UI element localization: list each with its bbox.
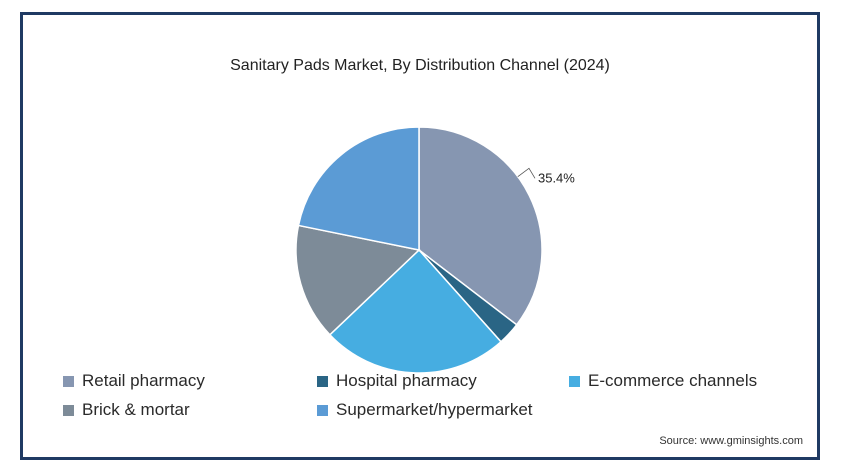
pie-chart: 35.4% <box>295 126 575 374</box>
legend-item-hospital-pharmacy: Hospital pharmacy <box>317 371 477 391</box>
legend-item-supermarket-hypermarket: Supermarket/hypermarket <box>317 400 533 420</box>
legend-swatch-retail-pharmacy <box>63 375 74 387</box>
legend-swatch-brick-mortar <box>63 404 74 416</box>
legend-item-e-commerce-channels: E-commerce channels <box>569 371 757 391</box>
legend-label-brick-mortar: Brick & mortar <box>82 400 190 419</box>
pie-slice-e-commerce-channels <box>328 248 502 374</box>
pie-slice-supermarket-hypermarket <box>297 126 420 251</box>
legend-label-hospital-pharmacy: Hospital pharmacy <box>336 371 477 390</box>
chart-frame: Sanitary Pads Market, By Distribution Ch… <box>20 12 820 460</box>
source-note: Source: www.gminsights.com <box>659 435 803 447</box>
pie-slice-brick-mortar <box>295 224 421 336</box>
legend-label-retail-pharmacy: Retail pharmacy <box>82 371 205 390</box>
chart-title: Sanitary Pads Market, By Distribution Ch… <box>230 57 610 74</box>
legend-item-brick-mortar: Brick & mortar <box>63 400 190 420</box>
legend-swatch-supermarket-hypermarket <box>317 404 328 416</box>
data-label-leader-line <box>517 167 536 179</box>
data-label-retail-pharmacy: 35.4% <box>538 170 575 185</box>
legend-swatch-e-commerce-channels <box>569 375 580 387</box>
legend-label-supermarket-hypermarket: Supermarket/hypermarket <box>336 400 533 419</box>
pie-slice-retail-pharmacy <box>418 126 543 326</box>
legend-swatch-hospital-pharmacy <box>317 375 328 387</box>
legend-label-e-commerce-channels: E-commerce channels <box>588 371 758 390</box>
legend-item-retail-pharmacy: Retail pharmacy <box>63 371 205 391</box>
